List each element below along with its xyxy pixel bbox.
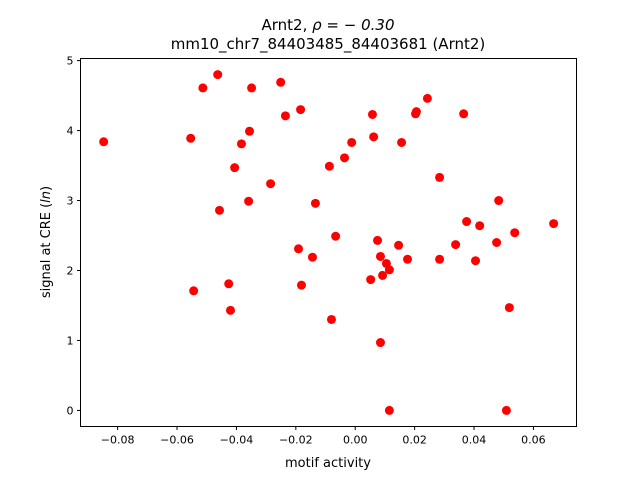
data-point [307,252,317,262]
data-point [411,107,421,117]
data-point [397,137,407,147]
y-tick-label: 1 [67,334,74,347]
plot-frame [80,58,577,427]
ticks-layer: −0.08 −0.06 −0.04 −0.02 0.00 0.02 0.04 0.06 0 1 2 3… [67,55,546,447]
data-point [375,251,385,261]
data-point [494,196,504,206]
data-point [324,161,334,171]
points-layer [99,70,559,415]
data-point [189,286,199,296]
data-point [510,228,520,238]
data-point [435,254,445,264]
data-point [198,83,208,93]
data-point [99,137,109,147]
data-point [213,70,223,80]
chart-title-line1: Arnt2, ρ = − 0.30 [261,16,394,34]
x-tick-label: −0.04 [220,434,254,447]
y-tick-label: 3 [67,195,74,208]
data-point [471,256,481,266]
data-point [403,254,413,264]
data-point [366,275,376,285]
data-point [435,172,445,182]
data-point [378,270,388,280]
y-tick-label: 2 [67,264,74,277]
chart-title-line2: mm10_chr7_84403485_84403681 (Arnt2) [171,35,486,54]
x-tick-label: 0.00 [343,434,368,447]
data-point [504,303,514,313]
data-point [296,280,306,290]
data-point [384,405,394,415]
data-point [501,405,511,415]
data-point [310,198,320,208]
data-point [394,240,404,250]
y-tick-label: 5 [67,55,74,68]
data-point [492,238,502,247]
data-point [276,77,286,87]
x-tick-label: −0.08 [101,434,135,447]
data-point [347,137,357,147]
data-point [462,217,472,227]
y-axis-label: signal at CRE (ln) [39,186,54,298]
x-tick-label: −0.06 [160,434,194,447]
x-tick-label: 0.04 [462,434,487,447]
data-point [224,279,234,289]
data-point [214,205,224,215]
data-point [369,132,379,142]
x-axis-label: motif activity [285,456,371,471]
data-point [340,153,350,163]
data-point [384,265,394,275]
y-tick-label: 0 [67,404,74,417]
data-point [186,133,196,143]
data-point [266,179,276,189]
data-point [294,244,304,254]
data-point [459,109,469,119]
data-point [367,109,377,119]
data-point [225,305,235,315]
data-point [373,235,383,245]
data-point [244,126,254,136]
data-point [244,196,254,206]
data-point [422,93,432,103]
data-point [236,139,246,149]
data-point [280,111,290,121]
data-point [296,105,306,115]
data-point [230,163,240,173]
data-point [247,83,257,93]
data-point [331,231,341,241]
x-tick-label: 0.06 [521,434,546,447]
x-tick-label: 0.02 [402,434,427,447]
data-point [451,240,461,250]
data-point [475,221,485,231]
data-point [549,219,559,229]
data-point [375,338,385,348]
y-tick-label: 4 [67,125,74,138]
x-tick-label: −0.02 [279,434,313,447]
data-point [326,314,336,324]
